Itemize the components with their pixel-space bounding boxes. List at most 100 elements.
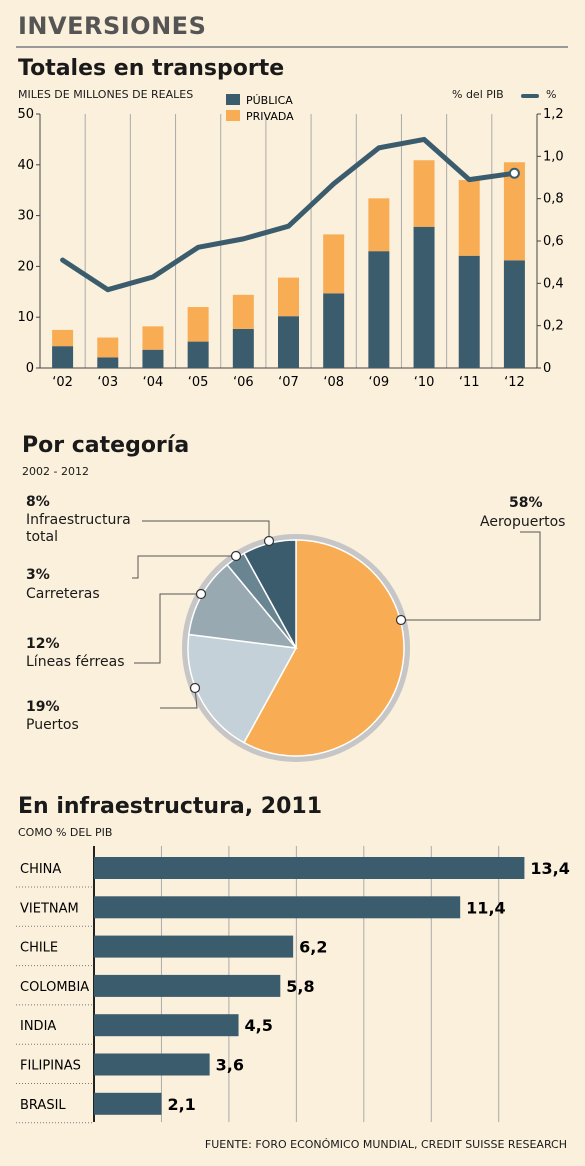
chart1-y2tick-label: 0,6: [543, 234, 564, 249]
chart1-line-endpoint: [508, 167, 520, 179]
chart3-bar: [94, 935, 294, 958]
chart1-legend-swatch: [226, 94, 240, 105]
chart1-y2label: % del PIB: [452, 88, 504, 101]
chart1-xtick-label: ‘09: [369, 375, 390, 390]
chart3-title: En infraestructura, 2011: [18, 794, 323, 819]
chart1-bar-publica: [142, 349, 164, 368]
chart1-plot: 0 10 20 30 40 50 0 0,2 0,4 0,6 0,8 1,0 1,2 ‘02 ‘03 ‘04 ‘…: [17, 94, 564, 390]
chart1-line-legend-label: %: [546, 88, 557, 101]
chart1-ytick-label: 20: [17, 259, 34, 274]
chart1-y2tick-label: 0,8: [543, 192, 564, 207]
chart1-bar-privada: [368, 198, 390, 252]
pie-slice: [187, 633, 298, 744]
chart1-ylabel: MILES DE MILLONES DE REALES: [18, 88, 194, 101]
chart1-bar-privada: [278, 277, 299, 317]
chart1-y2tick-label: 0,4: [543, 276, 564, 291]
pie-slice: [242, 539, 405, 757]
chart1-xtick-label: ‘08: [323, 375, 344, 390]
chart1-bar-privada: [323, 234, 345, 294]
pie-pct-puertos: 19%: [26, 699, 60, 715]
chart2-plot: [132, 520, 541, 762]
chart3-category-label: CHILE: [20, 941, 58, 956]
chart1-ytick-label: 10: [17, 310, 34, 325]
chart1-y2tick-label: 0: [543, 361, 551, 376]
chart1-xtick-label: ‘04: [143, 375, 164, 390]
pie-leader-marker: [395, 614, 407, 626]
chart1-ytick-label: 0: [26, 361, 34, 376]
chart1-line-legend-swatch: [521, 94, 539, 98]
chart3-bar: [94, 896, 461, 919]
pie-label-infraestructura-line2: total: [26, 529, 59, 545]
pie-leader-marker: [230, 550, 242, 562]
main-header: INVERSIONES: [18, 12, 207, 40]
chart1-xtick-label: ‘05: [188, 375, 209, 390]
chart3-subtitle: COMO % DEL PIB: [18, 826, 113, 839]
chart3-bar: [94, 1053, 210, 1076]
chart1-y2tick-label: 1,2: [543, 107, 564, 122]
chart1-y2tick-label: 0,2: [543, 319, 564, 334]
pie-leader-line: [134, 593, 201, 664]
chart1-xtick-label: ‘10: [414, 375, 435, 390]
header-rule: [16, 46, 568, 48]
chart2-title: Por categoría: [22, 433, 190, 458]
chart1-bar-publica: [278, 316, 299, 368]
chart3-category-label: CHINA: [20, 862, 61, 877]
chart1-bar-privada: [142, 326, 164, 350]
pie-leader-line: [132, 555, 236, 579]
chart1-bar-publica: [503, 260, 525, 368]
chart1-bar-privada: [232, 294, 254, 329]
pie-pct-carreteras: 3%: [26, 567, 50, 583]
pie-label-infraestructura-line1: Infraestructura: [26, 512, 131, 528]
chart1-bar-privada: [458, 180, 480, 256]
chart1-xtick-label: ‘11: [459, 375, 480, 390]
chart1-bar-privada: [97, 337, 119, 358]
chart1-bar-publica: [458, 255, 480, 368]
chart1-bar-privada: [187, 307, 209, 342]
chart3-category-label: INDIA: [20, 1019, 56, 1034]
pie-pct-aeropuertos: 58%: [509, 495, 543, 511]
pie-pct-infraestructura: 8%: [26, 494, 50, 510]
chart3-bar: [94, 974, 281, 997]
pie-label-lineas: Líneas férreas: [26, 654, 125, 670]
pie-label-puertos: Puertos: [26, 717, 79, 733]
chart3-value-label: 13,4: [530, 859, 569, 878]
pie-label-aeropuertos: Aeropuertos: [480, 514, 566, 530]
chart1-bar-privada: [52, 329, 74, 347]
chart3-bar: [94, 857, 525, 879]
chart1-xtick-label: ‘06: [233, 375, 254, 390]
chart1-gdp-line: [60, 136, 517, 293]
chart1-xtick-label: ‘07: [278, 375, 299, 390]
chart1-title: Totales en transporte: [18, 56, 285, 81]
chart1-bar-privada: [503, 162, 525, 261]
pie-leader-marker: [263, 535, 275, 547]
chart1-bar-publica: [97, 357, 119, 368]
chart1-legend-label: PÚBLICA: [246, 94, 293, 107]
chart3-category-label: BRASIL: [20, 1098, 66, 1113]
chart2-subtitle: 2002 - 2012: [22, 465, 89, 478]
chart1-xtick-label: ‘02: [52, 375, 73, 390]
chart3-value-label: 11,4: [466, 898, 505, 917]
pie-leader-marker: [189, 682, 201, 694]
chart1-bar-publica: [323, 293, 345, 368]
chart1-bar-publica: [368, 251, 390, 368]
chart1-legend-swatch: [226, 110, 240, 121]
chart3-bar: [94, 1092, 162, 1115]
chart3-value-label: 6,2: [299, 938, 327, 957]
chart3-category-label: VIETNAM: [20, 901, 79, 916]
pie-leader-line: [401, 531, 541, 621]
pie-pct-lineas: 12%: [26, 636, 60, 652]
pie-leader-line: [142, 520, 270, 541]
pie-leader-marker: [195, 588, 207, 600]
chart1-ytick-label: 30: [17, 209, 34, 224]
chart1-ytick-label: 40: [17, 158, 34, 173]
pie-label-carreteras: Carreteras: [26, 586, 100, 602]
chart1-bar-publica: [413, 226, 435, 368]
chart3-bar: [94, 1014, 239, 1037]
chart1-bar-publica: [232, 328, 254, 368]
chart3-value-label: 4,5: [245, 1016, 273, 1035]
chart3-value-label: 2,1: [167, 1095, 195, 1114]
chart3-plot: CHINA 13,4 VIETNAM 11,4 CHILE 6,2 COLOMBIA 5,8 I…: [16, 846, 570, 1124]
chart3-category-label: COLOMBIA: [20, 980, 89, 995]
chart1-bar-privada: [413, 160, 435, 227]
chart1-legend-label: PRIVADA: [246, 110, 294, 123]
